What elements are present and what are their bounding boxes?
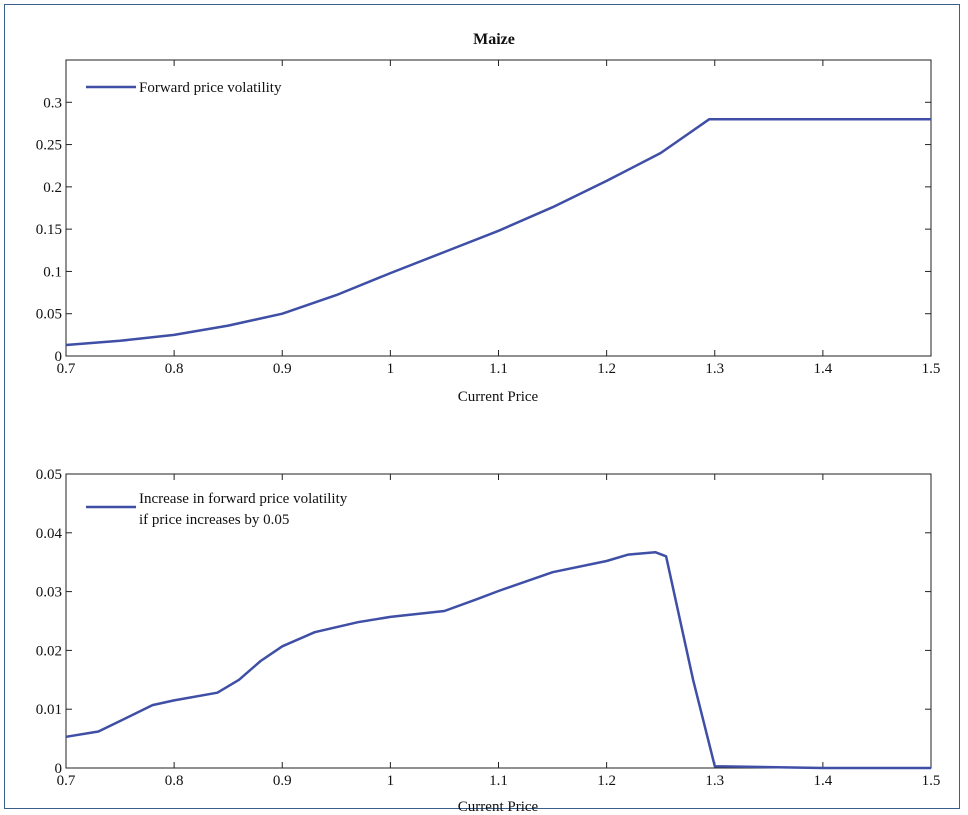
chart-top-x-tick-label: 0.7 xyxy=(57,361,76,377)
chart-bottom-x-tick-label: 1.2 xyxy=(597,773,616,789)
chart-bottom-y-tick-label: 0.03 xyxy=(36,585,62,601)
chart-top-x-tick-label: 0.9 xyxy=(273,361,292,377)
chart-top-x-tick-label: 1 xyxy=(387,361,395,377)
chart-bottom-y-tick-label: 0 xyxy=(55,761,63,777)
chart-bottom: 0.7 0.8 0.9 1 1.1 1.2 1.3 1.4 1.5 00.010.020.030… xyxy=(36,467,941,815)
chart-bottom-y-tick-label: 0.05 xyxy=(36,467,62,483)
chart-bottom-x-ticks: 0.7 0.8 0.9 1 1.1 1.2 1.3 1.4 1.5 xyxy=(57,474,941,789)
chart-top: Maize 0.7 0.8 0.9 1 1.1 1.2 1.3 1.4 1.5 0 0.05 0.1… xyxy=(36,31,941,405)
chart-bottom-x-axis-label: Current Price xyxy=(458,799,539,815)
chart-bottom-x-tick-label: 1.1 xyxy=(489,773,508,789)
chart-bottom-x-tick-label: 0.9 xyxy=(273,773,292,789)
figure-frame xyxy=(4,4,960,809)
chart-top-title: Maize xyxy=(473,31,515,48)
chart-top-y-tick-label: 0.1 xyxy=(43,264,62,280)
chart-top-y-tick-label: 0.25 xyxy=(36,138,62,154)
chart-top-series xyxy=(65,117,931,347)
chart-bottom-x-tick-label: 0.8 xyxy=(165,773,184,789)
chart-top-x-tick-label: 1.1 xyxy=(489,361,508,377)
chart-bottom-x-tick-label: 1.3 xyxy=(705,773,724,789)
chart-top-plot-area xyxy=(65,59,932,357)
chart-top-y-tick-label: 0.15 xyxy=(36,222,62,238)
chart-bottom-y-tick-label: 0.01 xyxy=(36,702,62,718)
chart-top-legend: Forward price volatility xyxy=(86,80,282,96)
chart-bottom-legend-line-1: Increase in forward price volatility xyxy=(139,491,348,507)
chart-top-legend-label: Forward price volatility xyxy=(139,80,282,96)
chart-bottom-y-tick-label: 0.04 xyxy=(36,526,63,542)
chart-bottom-x-tick-label: 1.5 xyxy=(922,773,941,789)
chart-top-y-tick-label: 0.2 xyxy=(43,180,62,196)
chart-bottom-y-tick-label: 0.02 xyxy=(36,643,62,659)
chart-top-x-ticks: 0.7 0.8 0.9 1 1.1 1.2 1.3 1.4 1.5 xyxy=(57,60,941,377)
chart-top-y-tick-label: 0 xyxy=(55,349,63,365)
chart-bottom-series-line-0 xyxy=(65,550,931,770)
chart-top-y-tick-label: 0.05 xyxy=(36,307,62,323)
chart-top-x-tick-label: 1.2 xyxy=(597,361,616,377)
chart-top-y-tick-label: 0.3 xyxy=(43,95,62,111)
chart-top-x-tick-label: 1.3 xyxy=(705,361,724,377)
chart-top-y-ticks: 0 0.05 0.1 0.15 0.2 0.25 0.3 xyxy=(36,95,931,365)
chart-top-x-axis-label: Current Price xyxy=(458,389,539,405)
chart-bottom-x-tick-label: 0.7 xyxy=(57,773,76,789)
chart-top-x-tick-label: 1.4 xyxy=(814,361,833,377)
chart-bottom-legend-line-2: if price increases by 0.05 xyxy=(139,512,289,528)
chart-top-x-tick-label: 1.5 xyxy=(922,361,941,377)
chart-top-series-line-0 xyxy=(65,117,931,347)
chart-top-x-tick-label: 0.8 xyxy=(165,361,184,377)
chart-bottom-x-tick-label: 1.4 xyxy=(814,773,833,789)
chart-bottom-x-tick-label: 1 xyxy=(387,773,395,789)
chart-bottom-series xyxy=(65,550,931,770)
chart-bottom-legend: Increase in forward price volatility if … xyxy=(86,491,348,528)
chart-bottom-y-ticks: 0 0.01 0.02 0.03 0.04 0.05 xyxy=(36,467,931,777)
